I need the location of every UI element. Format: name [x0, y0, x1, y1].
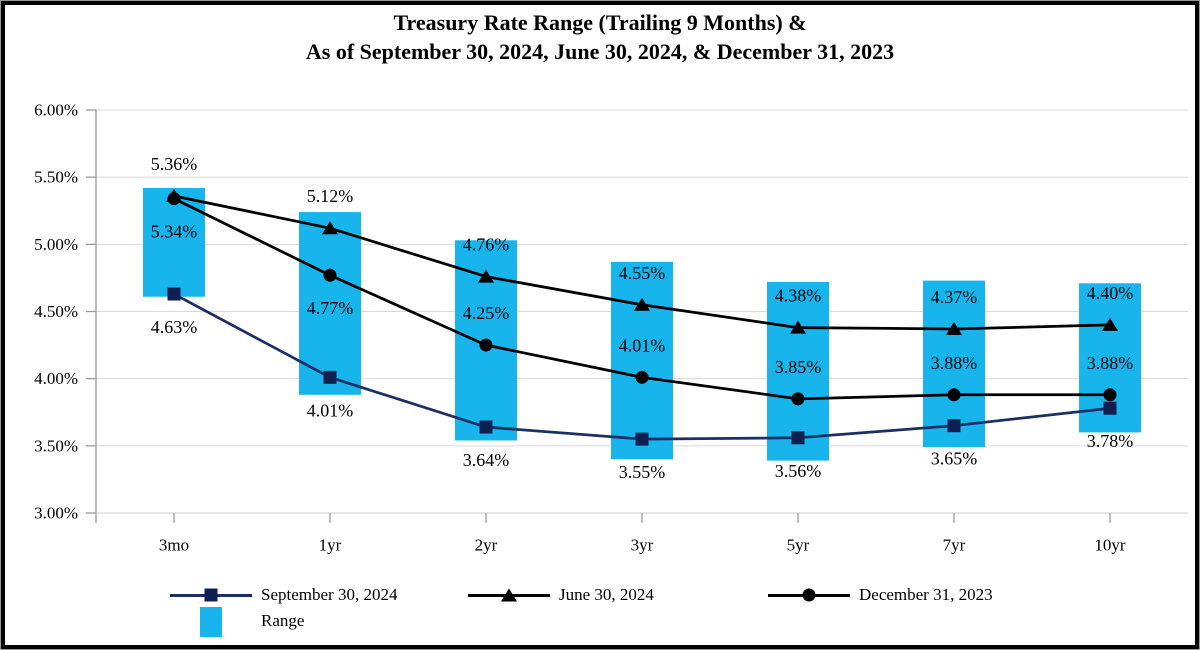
svg-text:5yr: 5yr [787, 536, 810, 555]
svg-text:3.55%: 3.55% [619, 462, 666, 482]
svg-text:3.85%: 3.85% [775, 357, 822, 377]
range-bars [143, 187, 1141, 461]
legend-sample-jun30 [468, 585, 550, 605]
svg-text:4.37%: 4.37% [931, 287, 978, 307]
range-bar-5yr [767, 281, 829, 461]
svg-text:5.50%: 5.50% [34, 168, 78, 187]
svg-text:4.76%: 4.76% [463, 235, 510, 255]
y-axis-labels: 6.00% 5.50% 5.00% 4.50% 4.00% 3.50% 3.00% [34, 101, 78, 523]
legend-entry-sep30: September 30, 2024 [170, 585, 397, 605]
data-labels-triangle: 5.36% 5.12% 4.76% 4.55% 4.38% 4.37% 4.40% [151, 154, 1134, 307]
legend-entry-jun30: June 30, 2024 [468, 585, 654, 605]
series-markers-square [167, 287, 1117, 446]
svg-text:3.00%: 3.00% [34, 504, 78, 523]
svg-text:2yr: 2yr [475, 536, 498, 555]
svg-text:4.01%: 4.01% [307, 400, 354, 420]
series-markers-circle [167, 192, 1117, 406]
svg-text:3yr: 3yr [631, 536, 654, 555]
range-bar-3yr [611, 261, 673, 460]
svg-text:3.56%: 3.56% [775, 461, 822, 481]
svg-text:3mo: 3mo [159, 536, 189, 555]
axes [86, 109, 1188, 523]
range-bar-3mo [143, 187, 205, 297]
legend-sample-sep30 [170, 585, 252, 605]
svg-text:4.38%: 4.38% [775, 286, 822, 306]
svg-text:4.00%: 4.00% [34, 369, 78, 388]
svg-text:4.40%: 4.40% [1087, 283, 1134, 303]
circle-marker-icon [802, 588, 816, 602]
chart-title-line1: Treasury Rate Range (Trailing 9 Months) … [393, 10, 807, 35]
data-labels-square: 4.63% 4.01% 3.64% 3.55% 3.56% 3.65% 3.78% [151, 317, 1134, 482]
range-bar-1yr [299, 212, 361, 395]
svg-text:1yr: 1yr [319, 536, 342, 555]
data-labels-circle: 5.34% 4.77% 4.25% 4.01% 3.85% 3.88% 3.88% [151, 222, 1134, 377]
svg-text:3.65%: 3.65% [931, 449, 978, 469]
chart-title: Treasury Rate Range (Trailing 9 Months) … [0, 8, 1200, 66]
range-swatch-icon [200, 607, 222, 637]
svg-text:5.36%: 5.36% [151, 154, 198, 174]
svg-text:5.00%: 5.00% [34, 235, 78, 254]
svg-text:3.78%: 3.78% [1087, 431, 1134, 451]
svg-text:5.12%: 5.12% [307, 186, 354, 206]
svg-text:3.50%: 3.50% [34, 436, 78, 455]
legend-entry-dec31: December 31, 2023 [768, 585, 993, 605]
svg-text:4.55%: 4.55% [619, 263, 666, 283]
svg-text:4.25%: 4.25% [463, 303, 510, 323]
svg-text:4.50%: 4.50% [34, 302, 78, 321]
legend-label-jun30: June 30, 2024 [559, 585, 654, 604]
svg-text:4.63%: 4.63% [151, 317, 198, 337]
legend-sample-dec31 [768, 585, 850, 605]
svg-text:6.00%: 6.00% [34, 101, 78, 120]
legend-label-range: Range [261, 611, 305, 630]
svg-text:3.64%: 3.64% [463, 450, 510, 470]
svg-text:10yr: 10yr [1094, 536, 1126, 555]
triangle-marker-icon [501, 588, 517, 602]
chart-title-line2: As of September 30, 2024, June 30, 2024,… [305, 39, 895, 64]
svg-text:4.77%: 4.77% [307, 298, 354, 318]
svg-text:5.34%: 5.34% [151, 222, 198, 242]
legend-label-sep30: September 30, 2024 [261, 585, 398, 604]
svg-text:3.88%: 3.88% [1087, 353, 1134, 373]
legend-label-dec31: December 31, 2023 [859, 585, 993, 604]
svg-text:4.01%: 4.01% [619, 335, 666, 355]
x-axis-labels: 3mo 1yr 2yr 3yr 5yr 7yr 10yr [159, 536, 1126, 555]
square-marker-icon [204, 588, 218, 602]
svg-text:7yr: 7yr [943, 536, 966, 555]
svg-text:3.88%: 3.88% [931, 353, 978, 373]
